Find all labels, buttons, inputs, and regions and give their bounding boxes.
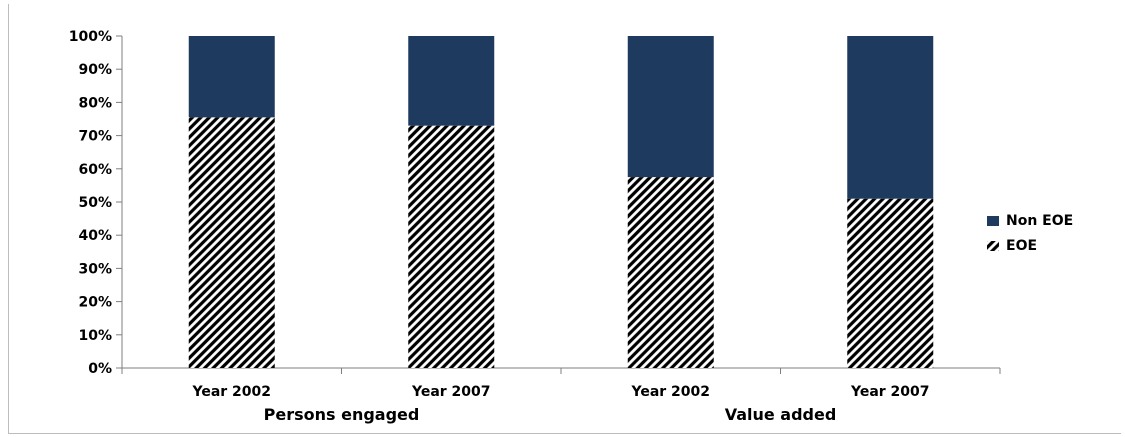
bar-eoe: [408, 125, 495, 368]
x-tick-label: Year 2002: [191, 384, 271, 400]
y-tick-label: 50%: [78, 195, 112, 211]
bar-eoe: [188, 117, 275, 368]
bar-eoe: [627, 177, 714, 368]
legend-label: EOE: [1006, 238, 1037, 254]
bar-non-eoe: [847, 36, 934, 199]
y-axis: 0% 10% 20% 30% 40% 50% 60% 70% 80% 90% 100%: [69, 29, 123, 377]
y-tick-label: 70%: [78, 129, 112, 145]
y-tick-label: 30%: [78, 261, 112, 277]
x-tick-label: Year 2007: [411, 384, 491, 400]
x-axis: Year 2002 Year 2007 Year 2002 Year 2007: [121, 367, 1001, 400]
y-tick-label: 40%: [78, 228, 112, 244]
group-label: Persons engaged: [264, 405, 420, 424]
bar-eoe: [847, 198, 934, 368]
y-tick-label: 20%: [78, 295, 112, 311]
x-tick-label: Year 2002: [630, 384, 710, 400]
category-group-labels: Persons engaged Value added: [264, 405, 837, 424]
chart-frame: [8, 4, 1121, 434]
y-tick-label: 60%: [78, 162, 112, 178]
bar-non-eoe: [408, 36, 495, 126]
y-tick-label: 10%: [78, 328, 112, 344]
group-label: Value added: [725, 405, 837, 424]
y-tick-label: 90%: [78, 62, 112, 78]
bars: [188, 36, 934, 368]
bar-non-eoe: [188, 36, 275, 118]
legend-swatch: [987, 216, 999, 226]
legend-label: Non EOE: [1006, 213, 1073, 229]
y-tick-label: 80%: [78, 95, 112, 111]
legend-swatch: [987, 241, 999, 251]
y-tick-label: 100%: [69, 29, 112, 45]
x-tick-label: Year 2007: [850, 384, 930, 400]
y-tick-label: 0%: [88, 361, 112, 377]
legend: Non EOE EOE: [987, 213, 1073, 254]
bar-non-eoe: [627, 36, 714, 178]
